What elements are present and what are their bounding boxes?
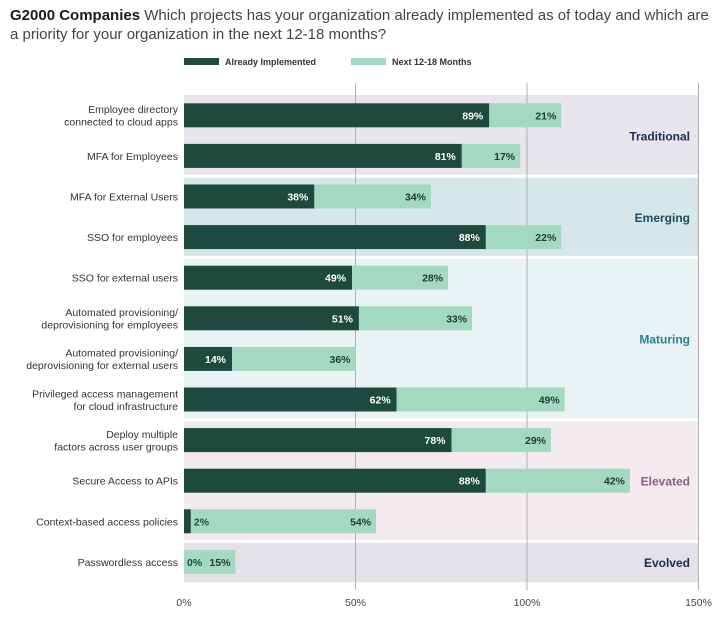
- data-label: 38%: [287, 192, 309, 204]
- x-tick-label: 150%: [685, 597, 712, 609]
- bar-implemented: [184, 225, 486, 250]
- data-label: 28%: [422, 273, 444, 285]
- data-label: 81%: [435, 151, 457, 163]
- category-label: SSO for employees: [87, 232, 178, 244]
- category-label: MFA for External Users: [70, 192, 178, 204]
- bar-implemented: [184, 184, 315, 209]
- bar-implemented: [184, 346, 233, 371]
- bar-implemented: [184, 509, 191, 534]
- x-tick-label: 100%: [514, 597, 541, 609]
- data-label: 14%: [205, 354, 227, 366]
- group-band-evolved: [184, 543, 698, 583]
- bar-next-12-18: [358, 306, 473, 331]
- data-label: 88%: [459, 476, 481, 488]
- bar-implemented: [184, 265, 353, 290]
- x-tick-label: 50%: [345, 597, 366, 609]
- legend-swatch-next: [351, 58, 386, 65]
- data-label: 78%: [425, 435, 447, 447]
- legend-label: Already Implemented: [225, 57, 316, 67]
- data-label: 54%: [350, 516, 372, 528]
- data-label: 42%: [604, 476, 626, 488]
- data-label: 2%: [194, 516, 210, 528]
- data-label: 0%: [187, 557, 203, 569]
- bar-next-12-18: [352, 265, 449, 290]
- legend-label: Next 12-18 Months: [392, 57, 472, 67]
- category-label: Passwordless access: [78, 557, 178, 569]
- category-label: MFA for Employees: [87, 151, 178, 163]
- category-label: factors across user groups: [54, 441, 178, 453]
- chart-title-text: Which projects has your organization alr…: [10, 7, 709, 43]
- data-label: 49%: [325, 273, 347, 285]
- bar-next-12-18: [451, 428, 552, 453]
- category-label: Privileged access management: [32, 388, 178, 400]
- category-label: deprovisioning for employees: [41, 320, 178, 332]
- data-label: 22%: [535, 232, 557, 244]
- data-label: 34%: [405, 192, 427, 204]
- data-label: 21%: [535, 110, 557, 122]
- category-label: connected to cloud apps: [64, 117, 178, 129]
- data-label: 17%: [494, 151, 516, 163]
- category-label: Employee directory: [88, 104, 179, 116]
- category-label: for cloud infrastructure: [74, 401, 179, 413]
- bar-next-12-18: [190, 509, 377, 534]
- bar-implemented: [184, 428, 452, 453]
- bar-implemented: [184, 387, 397, 412]
- category-label: SSO for external users: [72, 273, 178, 285]
- data-label: 62%: [370, 395, 392, 407]
- group-label: Evolved: [644, 556, 690, 570]
- data-label: 51%: [332, 313, 354, 325]
- category-label: Automated provisioning/: [65, 307, 178, 319]
- bar-implemented: [184, 468, 486, 493]
- data-label: 36%: [329, 354, 351, 366]
- group-label: Traditional: [629, 130, 690, 144]
- data-label: 33%: [446, 313, 468, 325]
- category-label: Context-based access policies: [36, 516, 178, 528]
- category-label: Automated provisioning/: [65, 348, 178, 360]
- data-label: 15%: [209, 557, 231, 569]
- x-tick-label: 0%: [176, 597, 191, 609]
- data-label: 29%: [525, 435, 547, 447]
- bar-next-12-18: [396, 387, 565, 412]
- data-label: 49%: [539, 395, 561, 407]
- group-label: Elevated: [641, 475, 690, 489]
- bar-next-12-18: [489, 103, 562, 128]
- group-label: Emerging: [635, 211, 690, 225]
- category-label: Secure Access to APIs: [72, 476, 178, 488]
- bar-next-12-18: [485, 225, 562, 250]
- group-label: Maturing: [639, 333, 690, 347]
- bar-implemented: [184, 306, 359, 331]
- data-label: 88%: [459, 232, 481, 244]
- data-label: 89%: [462, 110, 484, 122]
- bar-next-12-18: [461, 143, 521, 168]
- legend-swatch-implemented: [184, 58, 219, 65]
- bar-implemented: [184, 143, 462, 168]
- bar-next-12-18: [314, 184, 431, 209]
- category-label: Deploy multiple: [106, 429, 178, 441]
- bar-next-12-18: [232, 346, 356, 371]
- bar-implemented: [184, 103, 490, 128]
- chart-title-lead: G2000 Companies: [10, 7, 141, 24]
- bar-next-12-18: [184, 549, 236, 574]
- bar-next-12-18: [485, 468, 630, 493]
- chart-title: G2000 Companies Which projects has your …: [10, 6, 710, 44]
- category-label: deprovisioning for external users: [26, 360, 178, 372]
